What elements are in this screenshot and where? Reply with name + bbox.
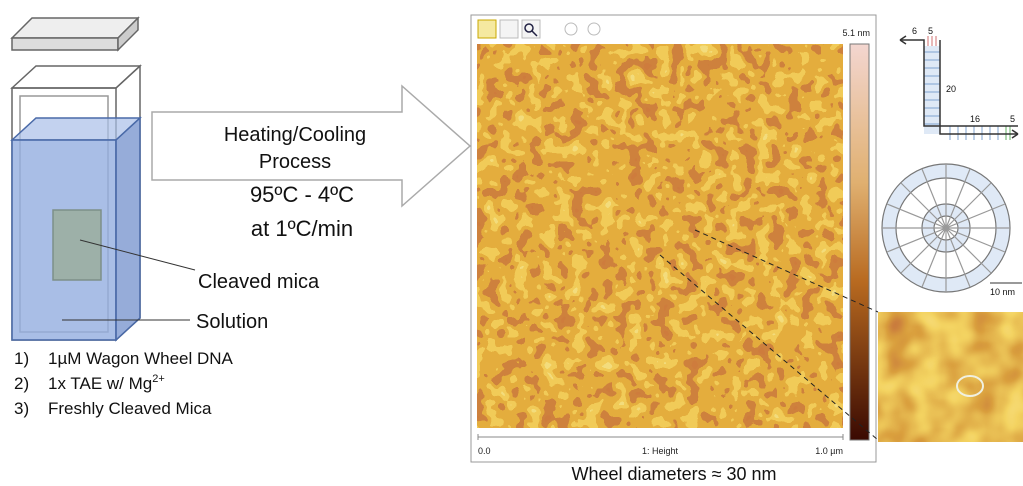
- condition: at 1ºC/min: [251, 216, 353, 241]
- schematic-label: 5: [928, 26, 933, 36]
- superscript: 2+: [152, 373, 165, 385]
- scale-max: 5.1 nm: [842, 28, 870, 38]
- caption: Wheel diameters ≈ 30 nm: [572, 464, 777, 484]
- step-number: 3): [14, 399, 29, 418]
- axis-start: 0.0: [478, 446, 491, 456]
- step-text: 1x TAE w/ Mg2+: [48, 373, 165, 393]
- scale-label: 10 nm: [990, 287, 1015, 297]
- steps: 1) 1µM Wagon Wheel DNA 2) 1x TAE w/ Mg2+…: [14, 349, 234, 418]
- step-number: 2): [14, 374, 29, 393]
- tool-button[interactable]: [500, 20, 518, 38]
- schematic-label: 6: [912, 26, 917, 36]
- cuvette: [12, 18, 140, 340]
- schematic-label: 5: [1010, 114, 1015, 124]
- step-text: 1x TAE w/ Mg: [48, 374, 152, 393]
- axis-end: 1.0 µm: [815, 446, 843, 456]
- condition: 95ºC - 4ºC: [250, 182, 354, 207]
- afm-image: [477, 44, 843, 428]
- schematic-label: 16: [970, 114, 980, 124]
- zoom-image: [878, 312, 1023, 442]
- tool-button[interactable]: [478, 20, 496, 38]
- step-number: 1): [14, 349, 29, 368]
- axis-label: 1: Height: [642, 446, 679, 456]
- figure: Cleaved mica Solution 1) 1µM Wagon Wheel…: [0, 0, 1023, 486]
- step-text: Freshly Cleaved Mica: [48, 399, 212, 418]
- strand-schematic: [900, 36, 1018, 140]
- schematic-label: 20: [946, 84, 956, 94]
- label: Solution: [196, 311, 268, 333]
- arrow-text: Process: [259, 151, 331, 173]
- color-bar: [850, 44, 869, 440]
- arrow-text: Heating/Cooling: [224, 124, 366, 146]
- step-text: 1µM Wagon Wheel DNA: [48, 349, 234, 368]
- wagon-wheel: [882, 164, 1010, 292]
- label: Cleaved mica: [198, 271, 320, 293]
